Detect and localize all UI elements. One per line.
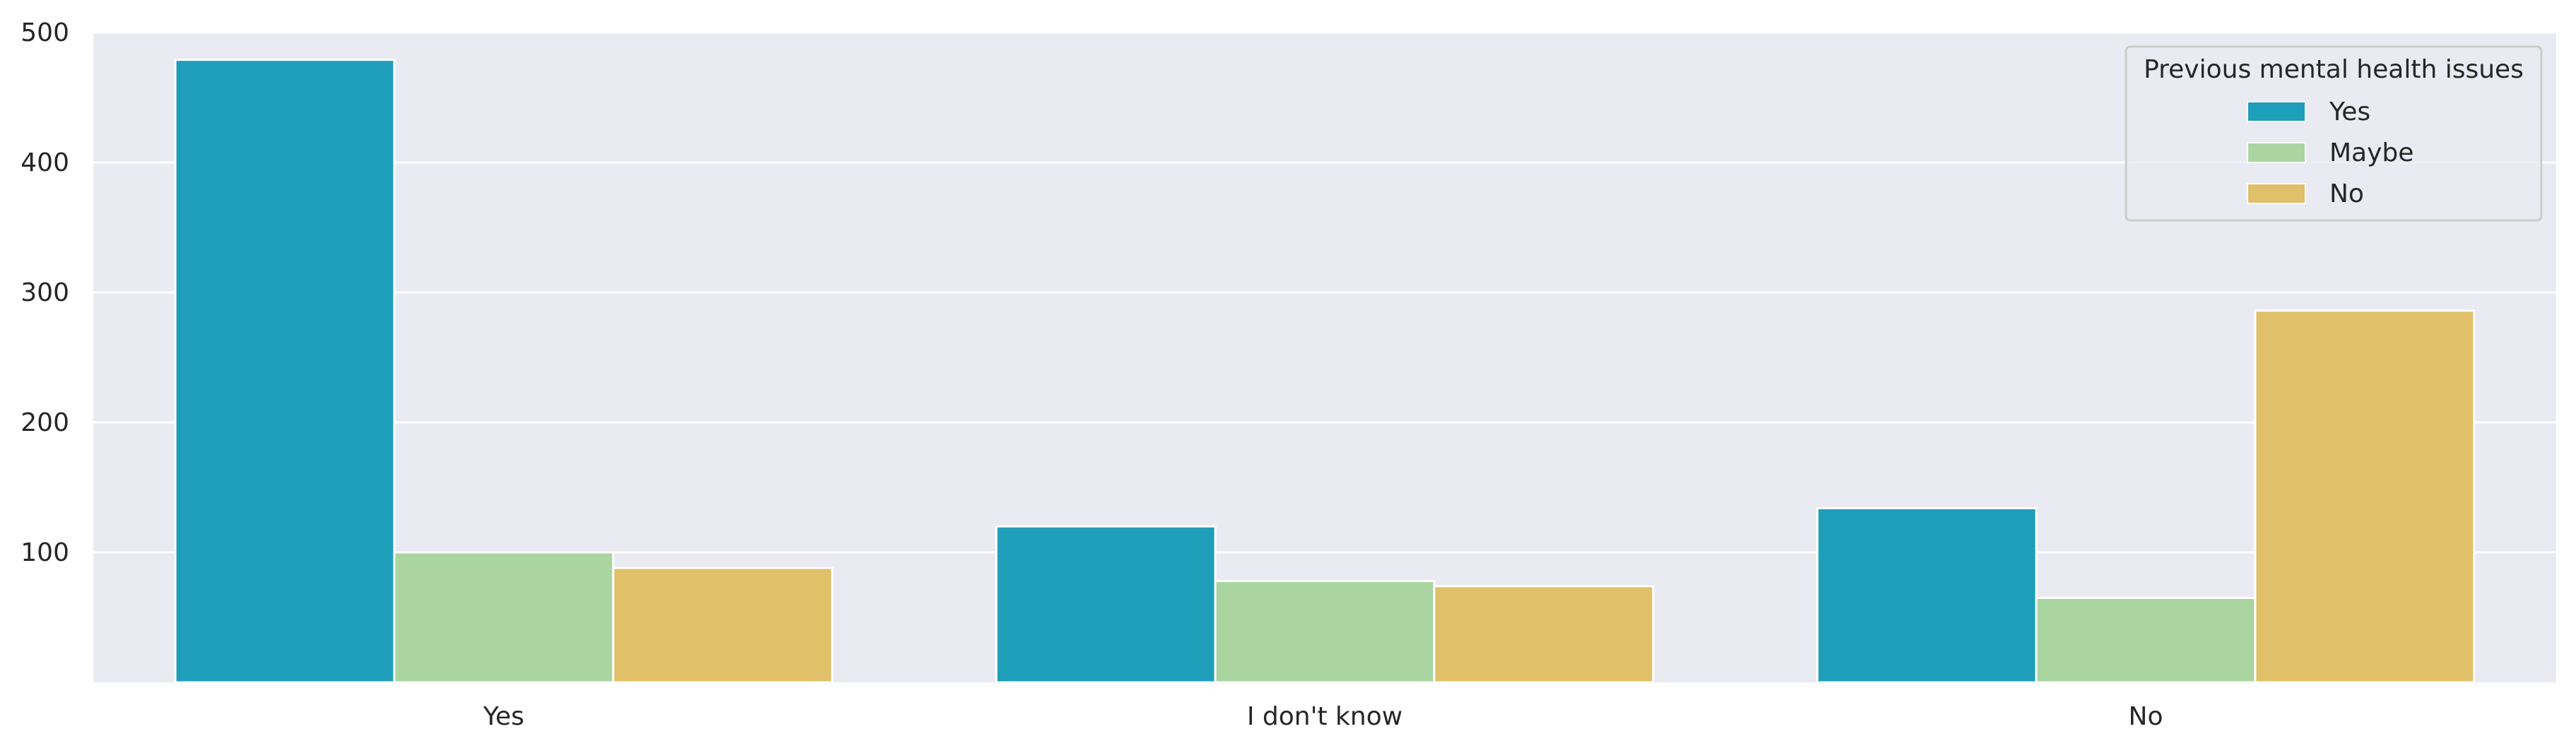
x-tick-label: No: [2129, 702, 2163, 731]
legend-label: Maybe: [2329, 138, 2413, 167]
y-tick-label: 500: [20, 18, 69, 47]
legend-swatch: [2247, 183, 2306, 204]
bar: [1214, 579, 1436, 684]
x-tick-label: I don't know: [1247, 702, 1402, 731]
legend-label: Yes: [2329, 97, 2370, 126]
bar: [393, 551, 615, 684]
bar: [174, 59, 396, 684]
legend-box: [2125, 45, 2543, 222]
x-tick-label: Yes: [483, 702, 524, 731]
legend-title: Previous mental health issues: [2144, 55, 2524, 84]
bar: [1816, 506, 2038, 684]
y-axis-ticks: 100 200 300 400 500: [20, 18, 69, 567]
bar: [995, 525, 1217, 684]
bar: [612, 567, 834, 684]
legend-swatch: [2247, 142, 2306, 163]
y-tick-label: 400: [20, 148, 69, 177]
bar: [1433, 585, 1655, 684]
bar: [2254, 309, 2476, 684]
y-tick-label: 300: [20, 278, 69, 307]
bars: [174, 59, 2476, 684]
y-tick-label: 200: [20, 408, 69, 437]
legend-swatch: [2247, 101, 2306, 122]
legend: Previous mental health issues Yes Maybe No: [2125, 45, 2543, 222]
y-tick-label: 100: [20, 538, 69, 567]
bar: [2035, 596, 2257, 684]
x-axis-ticks: Yes I don't know No: [483, 702, 2163, 731]
legend-items: Yes Maybe No: [2247, 97, 2413, 208]
legend-label: No: [2329, 179, 2364, 208]
